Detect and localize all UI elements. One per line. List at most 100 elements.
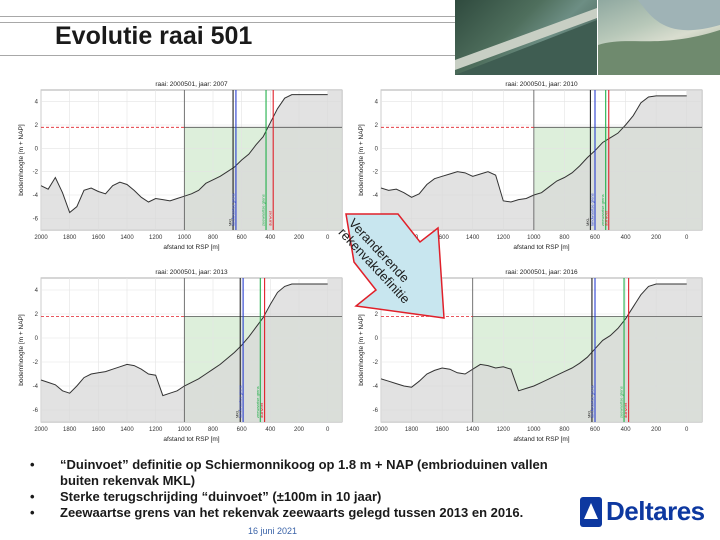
boundary-label: duinvoet	[623, 402, 628, 418]
logo-mark-icon	[580, 496, 602, 527]
boundary-label: duinvoet	[259, 402, 264, 418]
y-tick-label: 4	[35, 100, 39, 106]
boundary-label: MKL	[586, 409, 591, 418]
boundary-label: zeewaartse grens	[619, 386, 624, 418]
bullet-symbol: •	[30, 457, 35, 472]
boundary-label: zeewaartse grens	[600, 194, 605, 226]
x-tick-label: 2000	[374, 427, 388, 433]
bullet-text: Zeewaartse grens van het rekenvak zeewaa…	[60, 505, 524, 520]
x-tick-label: 1200	[149, 427, 163, 433]
boundary-label: landwaartse grens	[590, 385, 595, 418]
x-tick-label: 800	[559, 235, 570, 241]
boundary-label: landwaartse grens	[230, 193, 235, 226]
slide-title: Evolutie raai 501	[55, 22, 253, 50]
boundary-label: MKL	[228, 217, 233, 226]
y-tick-label: 2	[35, 123, 39, 129]
y-tick-label: 4	[375, 100, 379, 106]
y-tick-label: 2	[35, 312, 39, 318]
bullet-item: • Zeewaartse grens van het rekenvak zeew…	[30, 505, 590, 521]
y-tick-label: -4	[373, 384, 379, 390]
bullet-item: • “Duinvoet” definitie op Schiermonnikoo…	[30, 457, 590, 489]
chart-title: raai: 2000501, jaar: 2007	[155, 81, 228, 88]
boundary-label: MKL	[585, 217, 590, 226]
profile-fill	[41, 90, 342, 230]
header-rule-bottom	[0, 55, 455, 56]
bullet-text: “Duinvoet” definitie op Schiermonnikoog …	[60, 457, 548, 488]
y-tick-label: -6	[33, 408, 39, 414]
x-axis-label: afstand tot RSP [m]	[513, 436, 569, 443]
x-tick-label: 400	[265, 427, 276, 433]
x-axis-label: afstand tot RSP [m]	[513, 244, 569, 251]
x-tick-label: 1200	[149, 235, 163, 241]
slide-date: 16 juni 2021	[248, 526, 298, 536]
boundary-label: MKL	[235, 409, 240, 418]
x-tick-label: 2000	[34, 235, 48, 241]
profile-chart-2010: MKL landwaartse grens zeewaartse grensduin…	[358, 81, 703, 251]
x-tick-label: 600	[237, 427, 248, 433]
y-axis-label: bodemhoogte [m + NAP]	[358, 314, 365, 386]
bullet-item: • Sterke terugschrijding “duinvoet” (±10…	[30, 489, 590, 505]
x-tick-label: 1200	[497, 427, 511, 433]
logo-text: Deltares	[606, 496, 705, 526]
arrow-shape	[345, 213, 445, 319]
boundary-label: landwaartse grens	[238, 385, 243, 418]
header-rule-top	[0, 16, 455, 17]
y-tick-label: -6	[33, 216, 39, 222]
y-tick-label: -2	[33, 360, 39, 366]
x-tick-label: 0	[685, 427, 689, 433]
x-tick-label: 400	[621, 235, 632, 241]
x-tick-label: 800	[208, 427, 219, 433]
x-tick-label: 1400	[466, 427, 480, 433]
x-tick-label: 1600	[92, 427, 106, 433]
profile-fill	[381, 278, 702, 422]
y-tick-label: -2	[373, 170, 379, 176]
x-tick-label: 1600	[435, 427, 449, 433]
y-tick-label: 0	[35, 336, 39, 342]
bridge-illustration	[455, 8, 597, 75]
coast-illustration	[598, 0, 720, 75]
x-tick-label: 200	[294, 235, 305, 241]
x-tick-label: 1400	[466, 235, 480, 241]
x-tick-label: 1000	[178, 427, 192, 433]
x-tick-label: 0	[685, 235, 689, 241]
header-photo-bridge	[455, 0, 597, 75]
y-tick-label: 2	[375, 312, 379, 318]
x-tick-label: 1800	[63, 235, 77, 241]
y-tick-label: -4	[373, 193, 379, 199]
y-tick-label: 4	[35, 288, 39, 294]
y-tick-label: 0	[35, 146, 39, 152]
x-tick-label: 800	[559, 427, 570, 433]
x-tick-label: 1400	[120, 427, 134, 433]
x-tick-label: 0	[326, 427, 330, 433]
y-tick-label: -2	[33, 170, 39, 176]
change-arrow	[345, 213, 445, 319]
chart-title: raai: 2000501, jaar: 2016	[505, 269, 578, 276]
x-tick-label: 2000	[34, 427, 48, 433]
x-tick-label: 600	[590, 427, 601, 433]
y-tick-label: -4	[33, 193, 39, 199]
x-tick-label: 1200	[497, 235, 511, 241]
y-tick-label: 0	[375, 146, 379, 152]
y-tick-label: 2	[375, 123, 379, 129]
bullet-symbol: •	[30, 505, 35, 520]
x-tick-label: 400	[621, 427, 632, 433]
y-axis-label: bodemhoogte [m + NAP]	[18, 124, 25, 196]
x-tick-label: 1000	[178, 235, 192, 241]
bullet-symbol: •	[30, 489, 35, 504]
x-tick-label: 200	[294, 427, 305, 433]
profile-fill	[381, 90, 702, 230]
boundary-label: duinvoet	[603, 210, 608, 226]
bullet-text: Sterke terugschrijding “duinvoet” (±100m…	[60, 489, 382, 504]
boundary-label: duinvoet	[268, 210, 273, 226]
x-tick-label: 0	[326, 235, 330, 241]
x-tick-label: 1000	[527, 427, 541, 433]
boundary-label: zeewaartse grens	[255, 386, 260, 418]
x-tick-label: 1000	[527, 235, 541, 241]
x-tick-label: 800	[208, 235, 219, 241]
slide-header: Evolutie raai 501	[0, 0, 720, 75]
chart-title: raai: 2000501, jaar: 2010	[505, 81, 578, 88]
profile-fill	[41, 278, 342, 422]
x-tick-label: 1600	[92, 235, 106, 241]
